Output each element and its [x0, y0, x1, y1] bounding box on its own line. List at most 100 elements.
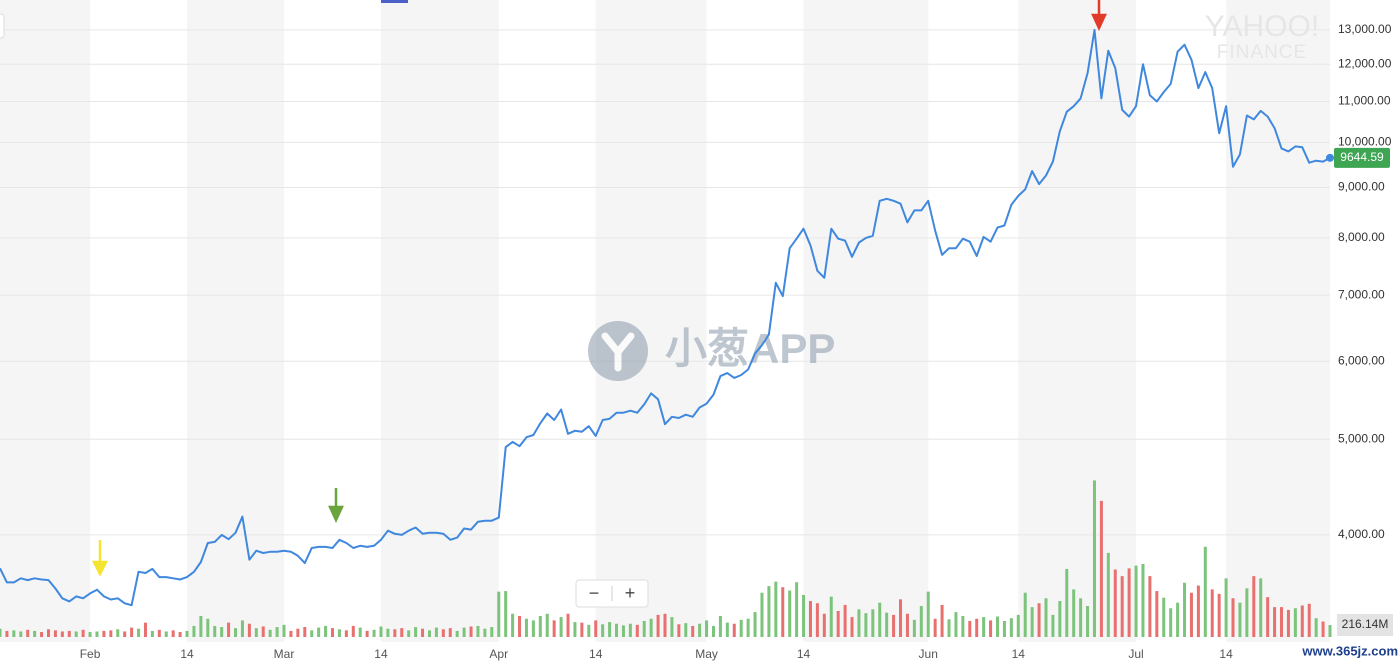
volume-bar	[462, 627, 466, 637]
volume-bar	[1196, 585, 1200, 637]
volume-bar	[67, 630, 71, 637]
volume-bar	[1189, 592, 1193, 637]
volume-bar	[788, 590, 792, 637]
volume-bar	[434, 627, 438, 637]
volume-bar	[497, 591, 501, 637]
x-tick-label: Jun	[919, 647, 938, 661]
zoom-out[interactable]: −	[589, 583, 600, 603]
volume-bar	[372, 629, 376, 637]
volume-bar	[199, 615, 203, 637]
volume-bar	[275, 627, 279, 637]
volume-bar	[88, 632, 92, 637]
volume-bar	[1037, 603, 1041, 637]
y-tick-label: 4,000.00	[1338, 527, 1385, 541]
volume-bar	[989, 620, 993, 637]
volume-bar	[178, 632, 182, 637]
volume-bar	[802, 594, 806, 637]
volume-bar	[1217, 593, 1221, 637]
volume-bar	[441, 629, 445, 637]
volume-bar	[1252, 576, 1256, 637]
volume-bar	[490, 627, 494, 637]
y-tick-label: 8,000.00	[1338, 230, 1385, 244]
volume-bar	[656, 614, 660, 637]
volume-bar	[739, 619, 743, 637]
volume-bar	[1030, 607, 1034, 637]
volume-bar	[504, 591, 508, 637]
y-tick-label: 5,000.00	[1338, 431, 1385, 445]
volume-bar	[206, 618, 210, 637]
zoom-in[interactable]: +	[625, 583, 636, 603]
volume-bar	[33, 630, 37, 637]
volume-bar	[1058, 601, 1062, 637]
volume-bar	[912, 619, 916, 637]
volume-bar	[926, 591, 930, 637]
volume-bar	[74, 631, 78, 637]
x-tick-label: 14	[374, 647, 388, 661]
volume-bar	[538, 615, 542, 637]
volume-bar	[1266, 597, 1270, 637]
x-tick-label: Feb	[80, 647, 101, 661]
volume-bar	[1203, 546, 1207, 637]
volume-bar	[143, 622, 147, 637]
volume-bar	[919, 606, 923, 637]
volume-bar	[559, 617, 563, 637]
zoom-controls: − +	[575, 579, 649, 608]
volume-bar	[573, 622, 577, 637]
volume-bar	[379, 626, 383, 637]
volume-bar	[705, 620, 709, 637]
volume-bar	[1148, 576, 1152, 637]
x-tick-label: 14	[180, 647, 194, 661]
watermark: 小葱APP	[588, 321, 835, 381]
volume-bar	[157, 629, 161, 637]
band	[1018, 0, 1137, 642]
volume-bar	[718, 615, 722, 637]
volume-bar	[725, 622, 729, 637]
volume-bar	[1176, 602, 1180, 637]
volume-bar	[580, 622, 584, 637]
volume-bar	[0, 628, 2, 637]
volume-bar	[1051, 614, 1055, 637]
volume-bar	[587, 624, 591, 637]
volume-bar	[1016, 614, 1020, 637]
volume-bar	[1231, 598, 1235, 637]
price-line	[0, 28, 1334, 607]
volume-bar	[1141, 563, 1145, 637]
volume-bar	[12, 630, 16, 637]
volume-bar	[240, 620, 244, 637]
volume-bar	[476, 625, 480, 637]
watermark-logo-mark	[601, 332, 635, 372]
volume-bar	[822, 613, 826, 637]
volume-tag	[1337, 614, 1393, 636]
volume-bar	[1106, 552, 1110, 637]
volume-bar	[1245, 588, 1249, 637]
band	[1226, 0, 1330, 642]
arrows	[91, 0, 1107, 577]
volume-bar	[414, 627, 418, 637]
volume-bar	[635, 624, 639, 637]
volume-bar	[227, 622, 231, 637]
volume-bar	[337, 629, 341, 637]
volume-bar	[531, 620, 535, 637]
volume-bar	[123, 631, 127, 637]
volume-bar	[808, 601, 812, 637]
volume-bar	[116, 629, 120, 637]
volume-bar	[857, 609, 861, 637]
volume-bar	[608, 622, 612, 637]
volume-bar	[1079, 598, 1083, 637]
volume-bar	[427, 630, 431, 637]
volume-bar	[1238, 602, 1242, 637]
volume-bar	[185, 630, 189, 637]
volume-bar	[324, 625, 328, 637]
volume-bar	[296, 628, 300, 637]
volume-bar	[483, 628, 487, 637]
volume-bar	[885, 612, 889, 637]
volume-bar	[171, 630, 175, 637]
x-tick-label: Jul	[1128, 647, 1143, 661]
volume-bar	[102, 630, 106, 637]
x-tick-label: May	[695, 647, 718, 661]
y-tick-label: 13,000.00	[1338, 22, 1392, 36]
volume-bar	[864, 613, 868, 637]
volume-bar	[137, 628, 141, 637]
volume-bar	[961, 615, 965, 637]
volume-bar	[1293, 608, 1297, 637]
